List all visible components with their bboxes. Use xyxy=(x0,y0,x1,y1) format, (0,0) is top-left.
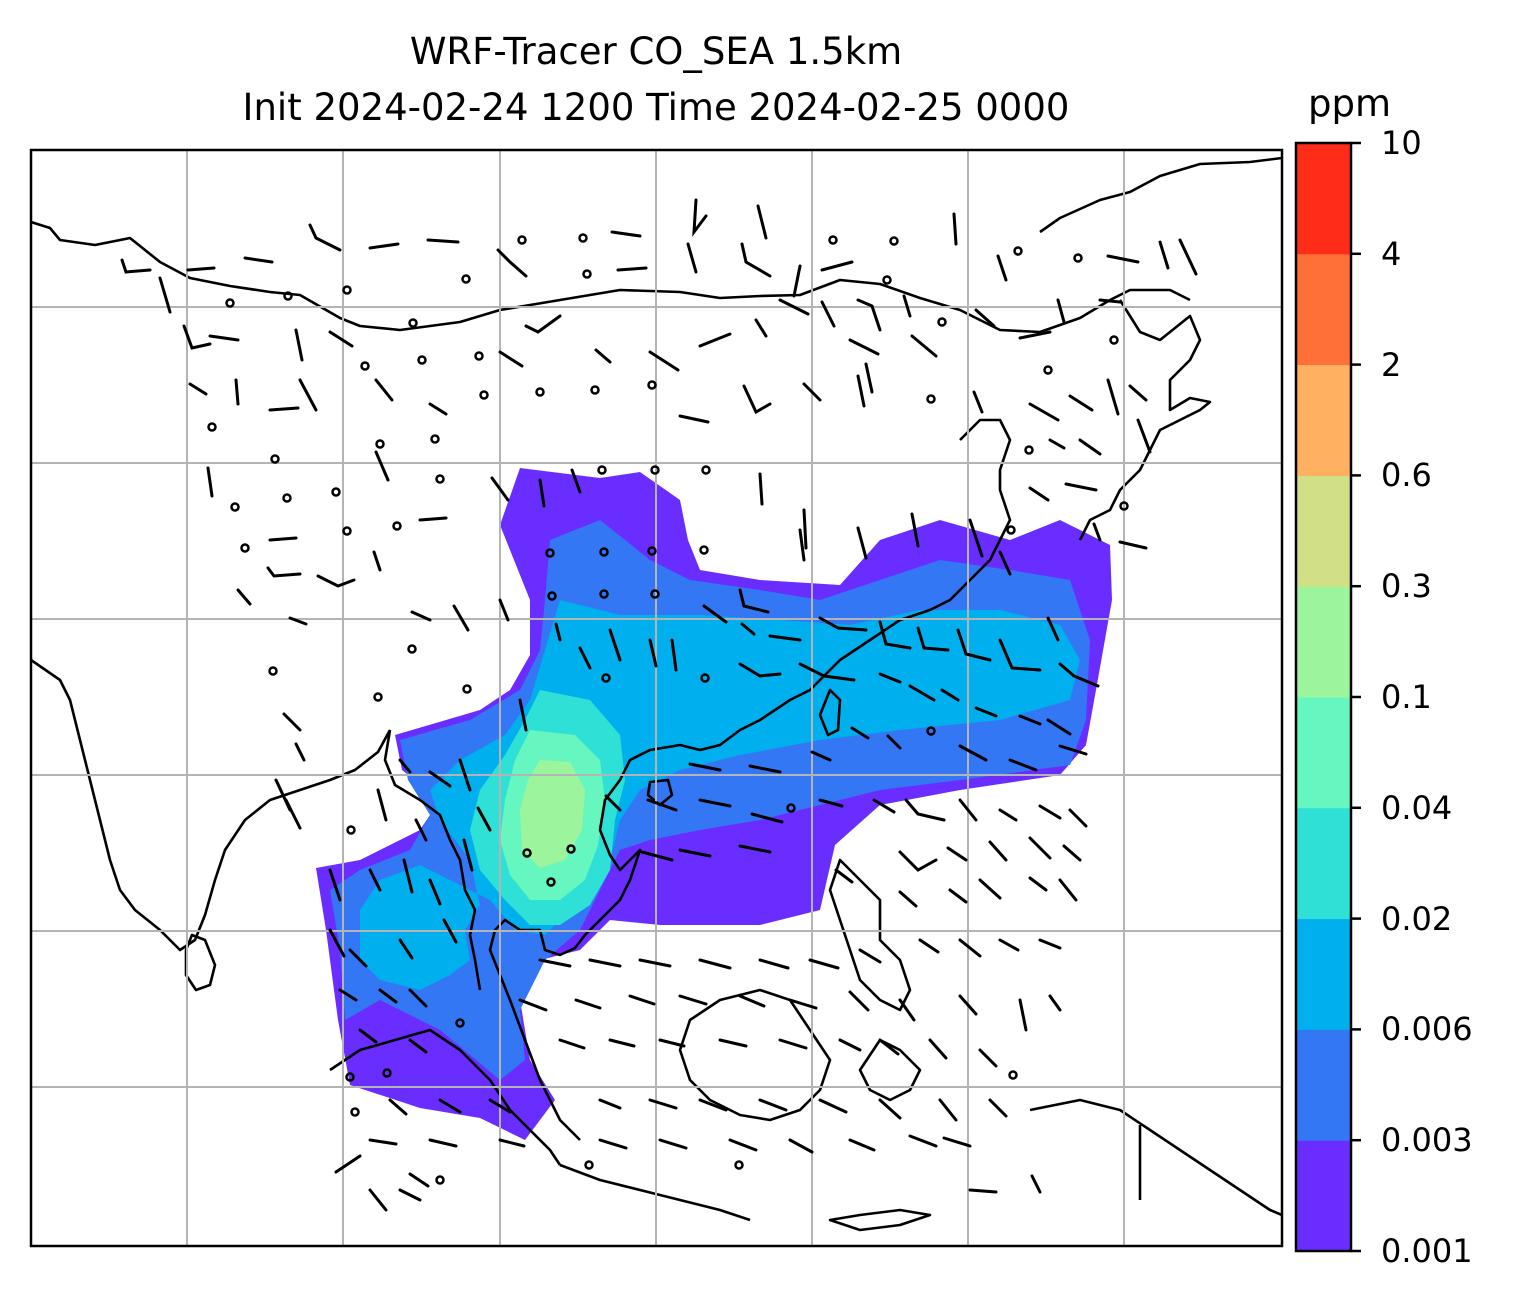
coastline-north-asia xyxy=(31,220,1191,334)
colorbar-segment-8 xyxy=(1296,253,1351,366)
map-title-line-2: Init 2024-02-24 1200 Time 2024-02-25 000… xyxy=(242,86,1070,129)
colorbar-tick-label: 0.02 xyxy=(1381,899,1453,938)
plume-level-0.1 xyxy=(520,760,585,868)
coastline-borneo xyxy=(678,988,832,1122)
colorbar-tick-label: 0.04 xyxy=(1381,788,1453,827)
coastline-new-guinea xyxy=(1029,1098,1282,1217)
coastline-timor xyxy=(828,1208,932,1232)
colorbar-tick-label: 0.003 xyxy=(1381,1121,1473,1160)
map-title-line-1: WRF-Tracer CO_SEA 1.5km xyxy=(409,30,903,73)
coastline-korea-japan xyxy=(1078,299,1212,541)
map-area xyxy=(31,150,1282,1246)
colorbar-segment-1 xyxy=(1296,1029,1351,1141)
map-frame xyxy=(29,148,1284,1248)
colorbar-tick-label: 10 xyxy=(1381,124,1422,162)
coastline-indochina xyxy=(488,779,642,1141)
wind-barb-shafts xyxy=(120,198,1198,1212)
colorbar-tick-label: 0.006 xyxy=(1381,1010,1473,1049)
coastline-philippines xyxy=(828,858,912,1012)
colorbar-tick-label: 2 xyxy=(1381,345,1402,384)
colorbar-tick-label: 0.1 xyxy=(1381,678,1432,716)
colorbar-unit-label: ppm xyxy=(1308,82,1392,125)
colorbar-segment-3 xyxy=(1296,807,1351,920)
colorbar-segment-2 xyxy=(1296,918,1351,1030)
colorbar-segment-0 xyxy=(1296,1140,1351,1252)
wind-barbs xyxy=(120,198,1198,1212)
coastline-java xyxy=(559,1163,751,1222)
colorbar-tick-label: 4 xyxy=(1381,234,1402,273)
coastline-sulawesi xyxy=(858,1038,922,1102)
colorbar-segment-7 xyxy=(1296,364,1351,476)
coastline-sumatra xyxy=(329,1028,562,1166)
colorbar-tick-label: 0.001 xyxy=(1381,1232,1473,1270)
colorbar-segment-4 xyxy=(1296,697,1351,809)
colorbar-tick-label: 0.6 xyxy=(1381,456,1432,495)
colorbar-segment-6 xyxy=(1296,475,1351,587)
coastline-hainan xyxy=(646,778,674,807)
coastlines xyxy=(31,156,1282,1232)
coastline-taiwan xyxy=(818,688,842,737)
colorbar-ticks xyxy=(1351,141,1361,1253)
gridlines xyxy=(31,150,1282,1246)
colorbar-tick-label: 0.3 xyxy=(1381,567,1432,606)
coastline-northeast xyxy=(1039,156,1282,234)
wind-calm-markers xyxy=(207,233,1129,1185)
colorbar-segment-9 xyxy=(1296,143,1351,255)
colorbar xyxy=(1296,143,1351,1252)
coastline-bay-of-bengal xyxy=(383,729,482,991)
colorbar-segment-5 xyxy=(1296,586,1351,698)
